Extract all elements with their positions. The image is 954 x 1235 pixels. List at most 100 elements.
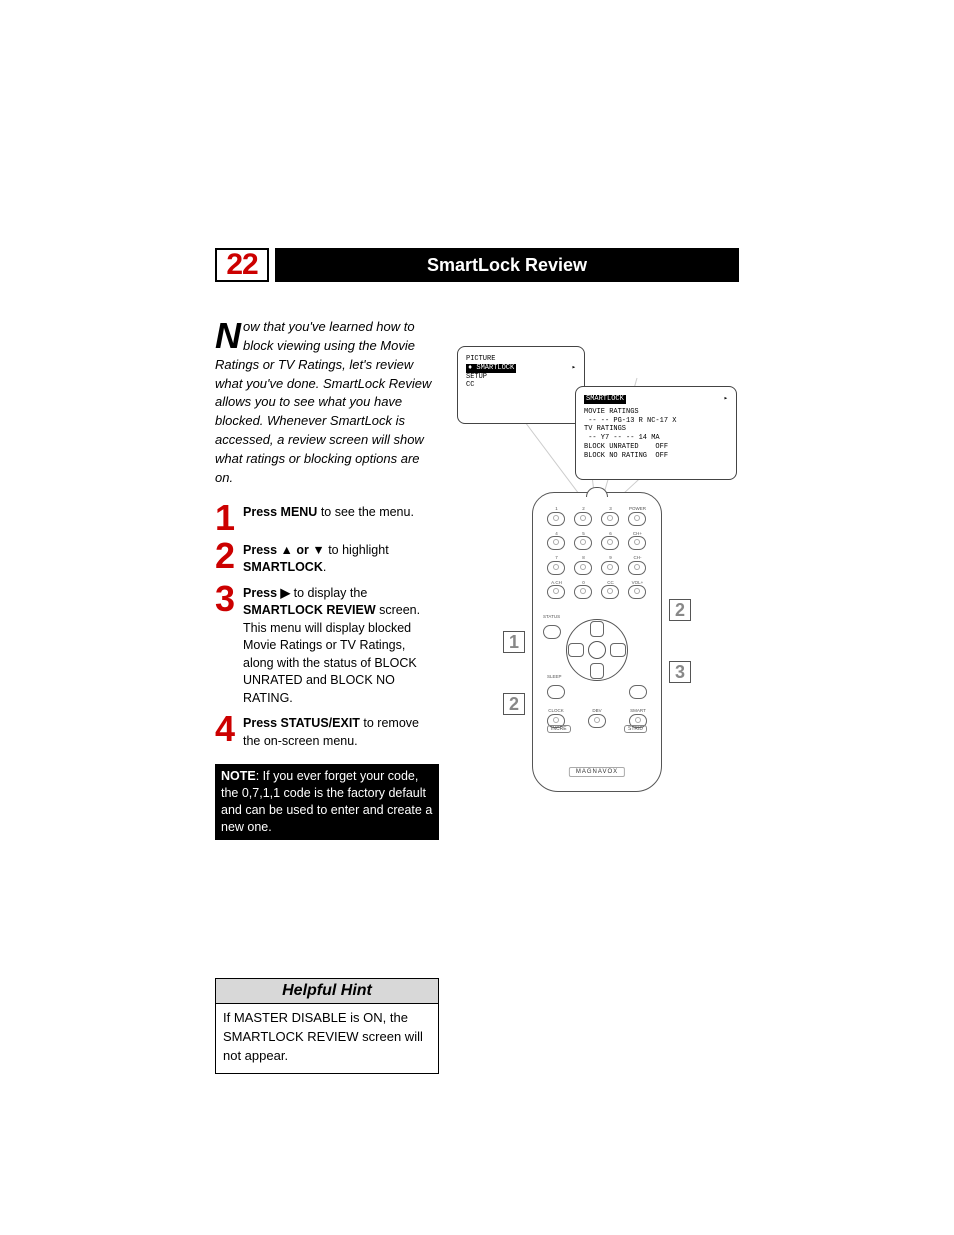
button-status[interactable] <box>543 625 561 639</box>
btn-col-ach: A.CH <box>547 581 566 600</box>
header: 22 SmartLock Review <box>215 248 739 282</box>
btn-col-4: 4 <box>547 532 566 551</box>
label-sleep: SLEEP <box>547 675 562 680</box>
label-3: 3 <box>601 507 620 512</box>
button-7[interactable] <box>547 561 565 575</box>
remote-ir-bump <box>586 487 608 497</box>
button-vol-down[interactable] <box>629 685 647 699</box>
button-4[interactable] <box>547 536 565 550</box>
button-vol-up[interactable] <box>628 585 646 599</box>
btn-col-9: 9 <box>601 556 620 575</box>
step-4-lead: Press STATUS/EXIT <box>243 716 360 730</box>
button-5[interactable] <box>574 536 592 550</box>
osd-line-cc: CC <box>466 381 576 390</box>
step-3-text: Press ▶ to display the SMARTLOCK REVIEW … <box>243 583 439 708</box>
page-title-bar: SmartLock Review <box>275 248 739 282</box>
step-1-lead: Press MENU <box>243 505 317 519</box>
btn-col-6: 6 <box>601 532 620 551</box>
button-0[interactable] <box>574 585 592 599</box>
button-sleep[interactable] <box>547 685 565 699</box>
step-2-text: Press ▲ or ▼ to highlight SMARTLOCK. <box>243 540 439 577</box>
intro-dropcap: N <box>215 318 243 351</box>
button-3[interactable] <box>601 512 619 526</box>
page-number-box: 22 <box>215 248 269 282</box>
btn-col-2: 2 <box>574 507 593 526</box>
step-3-lead: Press ▶ <box>243 586 290 600</box>
btn-col-cc: CC <box>601 581 620 600</box>
osd-block-no-rating: BLOCK NO RATING OFF <box>584 452 728 461</box>
osd-line-picture: PICTURE <box>466 355 576 364</box>
osd-line-smartlock: ♦ SMARTLOCK ▸ <box>466 364 576 373</box>
button-cc[interactable] <box>601 585 619 599</box>
btn-col-1: 1 <box>547 507 566 526</box>
callout-1: 1 <box>503 631 525 653</box>
button-9[interactable] <box>601 561 619 575</box>
button-dpad-up[interactable] <box>590 621 604 637</box>
button-1[interactable] <box>547 512 565 526</box>
button-ach[interactable] <box>547 585 565 599</box>
osd-movie-ratings-values: -- -- PG-13 R NC-17 X <box>584 417 728 426</box>
osd-menu-main: PICTURE ♦ SMARTLOCK ▸ SETUP CC <box>457 346 585 424</box>
button-power[interactable] <box>628 512 646 526</box>
intro-paragraph: Now that you've learned how to block vie… <box>215 318 439 488</box>
remote-body: 1 2 3 POWER 4 5 6 CH+ 7 8 9 CH- A.CH 0 <box>532 492 662 792</box>
helpful-hint-body: If MASTER DISABLE is ON, the SMARTLOCK R… <box>215 1003 439 1074</box>
left-column: Now that you've learned how to block vie… <box>215 318 439 840</box>
label-2: 2 <box>574 507 593 512</box>
step-3-number: 3 <box>215 583 243 708</box>
osd-movie-ratings-label: MOVIE RATINGS <box>584 408 728 417</box>
btn-col-volup: VOL+ <box>628 581 647 600</box>
step-2-tail: . <box>323 560 326 574</box>
remote-illustration: 1 2 3 POWER 4 5 6 CH+ 7 8 9 CH- A.CH 0 <box>457 492 737 792</box>
step-3-rest: to display the <box>290 586 367 600</box>
button-2[interactable] <box>574 512 592 526</box>
osd-tv-ratings-values: -- Y7 -- -- 14 MA <box>584 434 728 443</box>
step-1-rest: to see the menu. <box>317 505 414 519</box>
dpad <box>566 619 628 681</box>
step-1: 1 Press MENU to see the menu. <box>215 502 439 534</box>
button-ch-down[interactable] <box>628 561 646 575</box>
helpful-hint-title: Helpful Hint <box>215 978 439 1003</box>
osd-right-header: SMARTLOCK ▸ <box>584 395 728 404</box>
btn-col-7: 7 <box>547 556 566 575</box>
step-3: 3 Press ▶ to display the SMARTLOCK REVIE… <box>215 583 439 708</box>
button-ch-up[interactable] <box>628 536 646 550</box>
button-dpad-left[interactable] <box>568 643 584 657</box>
helpful-hint: Helpful Hint If MASTER DISABLE is ON, th… <box>215 978 439 1074</box>
button-8[interactable] <box>574 561 592 575</box>
step-4: 4 Press STATUS/EXIT to remove the on-scr… <box>215 713 439 750</box>
btn-col-8: 8 <box>574 556 593 575</box>
button-menu[interactable] <box>588 641 606 659</box>
button-dpad-down[interactable] <box>590 663 604 679</box>
remote-bottom-sub: INCRE x STRID <box>547 725 647 733</box>
step-2-bold: SMARTLOCK <box>243 560 323 574</box>
sub-strid: STRID <box>624 725 647 733</box>
label-smart: SMART <box>629 709 647 714</box>
remote-number-pad: 1 2 3 POWER 4 5 6 CH+ 7 8 9 CH- A.CH 0 <box>547 507 647 599</box>
button-dpad-right[interactable] <box>610 643 626 657</box>
osd-tv-ratings-label: TV RATINGS <box>584 425 728 434</box>
note-label: NOTE <box>221 769 256 783</box>
osd-smartlock-review: SMARTLOCK ▸ MOVIE RATINGS -- -- PG-13 R … <box>575 386 737 480</box>
osd-right-highlight: SMARTLOCK <box>584 395 626 404</box>
osd-line-setup: SETUP <box>466 373 576 382</box>
callout-2-lower: 2 <box>503 693 525 715</box>
osd-smartlock-highlight: ♦ SMARTLOCK <box>466 364 516 373</box>
step-2: 2 Press ▲ or ▼ to highlight SMARTLOCK. <box>215 540 439 577</box>
right-column: PICTURE ♦ SMARTLOCK ▸ SETUP CC SMARTLOCK… <box>457 318 737 840</box>
button-6[interactable] <box>601 536 619 550</box>
step-1-number: 1 <box>215 502 243 534</box>
btn-col-5: 5 <box>574 532 593 551</box>
osd-arrow-icon: ▸ <box>572 364 576 373</box>
btn-col-0: 0 <box>574 581 593 600</box>
step-1-text: Press MENU to see the menu. <box>243 502 414 534</box>
tv-screens: PICTURE ♦ SMARTLOCK ▸ SETUP CC SMARTLOCK… <box>457 318 737 488</box>
step-4-text: Press STATUS/EXIT to remove the on-scree… <box>243 713 439 750</box>
label-8: 8 <box>574 556 593 561</box>
label-1: 1 <box>547 507 566 512</box>
callout-2-upper: 2 <box>669 599 691 621</box>
label-clock: CLOCK <box>547 709 565 714</box>
osd-block-unrated: BLOCK UNRATED OFF <box>584 443 728 452</box>
intro-text: ow that you've learned how to block view… <box>215 319 431 485</box>
btn-col-3: 3 <box>601 507 620 526</box>
